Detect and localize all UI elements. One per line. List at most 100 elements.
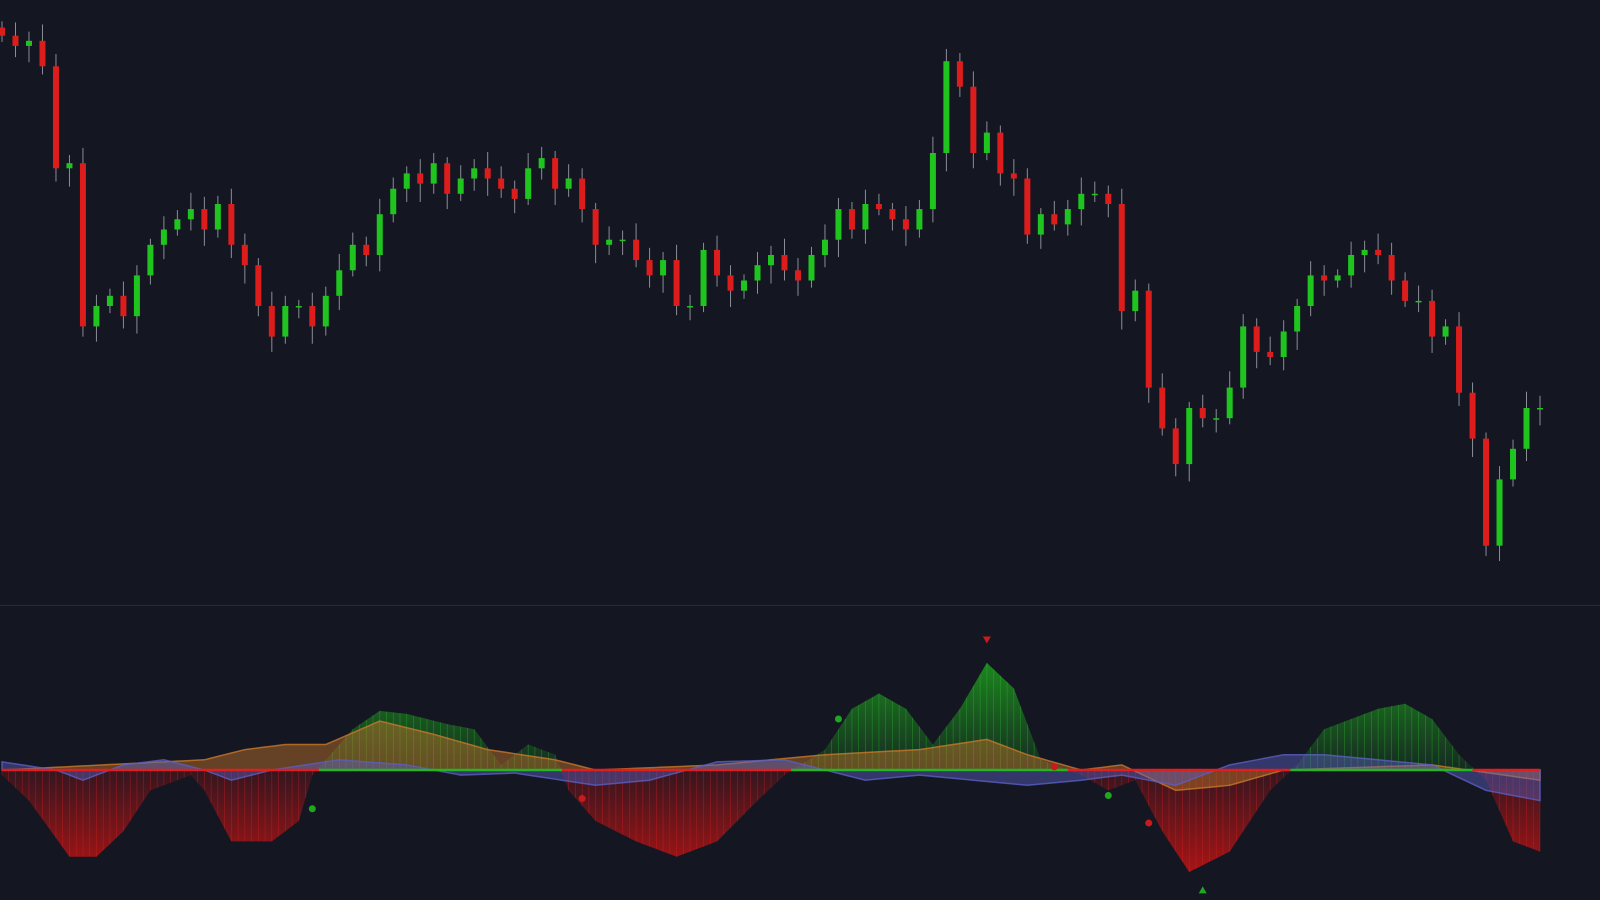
candle-body [133,275,140,317]
candle [1253,318,1260,369]
candle [741,274,748,299]
price-pane[interactable] [0,0,1600,605]
pane-divider[interactable] [0,605,1600,606]
candle [525,153,532,206]
candle [1064,199,1071,236]
candle [956,53,963,97]
candle-body [633,239,640,261]
candle-body [12,35,19,46]
candle-body [1037,214,1044,235]
candle [1456,312,1463,406]
candle [1159,373,1166,436]
candle [39,24,46,75]
candle-body [1361,249,1368,255]
candle-body [93,306,100,327]
candle-body [295,306,302,308]
candle [1483,432,1490,556]
signal-dot [834,715,842,723]
candle [268,291,275,352]
candle [1321,265,1328,296]
candle-body [687,306,694,308]
candle [93,294,100,342]
candle [606,226,613,255]
candle-body [268,306,275,337]
candle-body [228,204,235,245]
candle [794,258,801,296]
candle [336,253,343,311]
candle-body [700,249,707,306]
candle-body [1415,300,1422,303]
candle-body [821,239,828,255]
candle [1091,181,1098,202]
candle [120,281,127,329]
candle-body [1307,275,1314,306]
candle-body [1496,479,1503,546]
candle-body [1267,351,1274,357]
candle [1510,439,1517,487]
candle [12,22,19,58]
candle-body [727,275,734,291]
candle [295,299,302,319]
candle [322,286,329,336]
candle [363,236,370,267]
candle [1348,241,1355,288]
candle [619,230,626,255]
candle-body [1510,448,1517,480]
candle [511,180,518,214]
candle-body [835,209,842,240]
candle [565,164,572,197]
candle [579,168,586,223]
candle-body [241,244,248,266]
buy-triangle-icon [1198,886,1207,894]
candle-body [349,244,356,271]
candle-body [1483,438,1490,546]
candle [1213,409,1220,433]
candle-body [322,295,329,327]
candle [403,166,410,202]
candle [201,196,208,246]
candle [1186,401,1193,482]
candle-body [741,280,748,291]
candle-body [1226,387,1233,419]
candle [25,31,32,63]
candle [1334,269,1341,288]
candle-body [498,178,505,189]
candle [1267,336,1274,366]
signal-dot [1145,819,1153,827]
candle [79,147,86,337]
candle [835,197,842,258]
candle-body [1064,209,1071,225]
candle-body [525,168,532,199]
candle-body [1294,306,1301,332]
candle-body [1348,255,1355,276]
candle [498,166,505,198]
candle [282,295,289,344]
candle-body [875,204,882,210]
candle [349,232,356,277]
candle [1294,298,1301,350]
signal-dot [308,805,316,813]
candle [457,165,464,201]
candle-body [997,132,1004,174]
candle-body [1321,275,1328,281]
candle-body [768,255,774,266]
candle [538,146,545,180]
candle-body [471,168,478,179]
candle [943,48,950,172]
candle-body [174,219,181,230]
candle-body [1469,392,1476,439]
candle [1010,159,1017,196]
candle [390,177,397,223]
candle-body [1132,290,1139,312]
candle [1051,200,1058,231]
candle-body [1442,326,1449,337]
candle-body [592,209,599,245]
candle-body [1253,326,1260,352]
signal-dot [1104,792,1112,799]
candle-body [646,260,653,276]
candle-body [808,255,815,281]
candle-body [916,209,923,230]
candle [916,199,923,238]
